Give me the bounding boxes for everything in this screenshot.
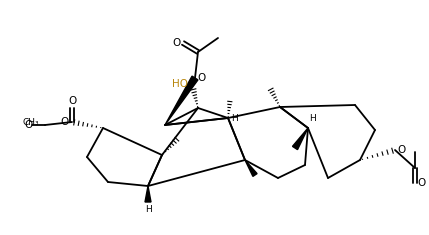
Text: O: O (25, 120, 33, 130)
Text: O: O (68, 96, 76, 106)
Text: O: O (197, 73, 205, 83)
Polygon shape (245, 160, 257, 176)
Polygon shape (293, 128, 308, 150)
Text: H: H (145, 205, 151, 214)
Text: H: H (309, 114, 316, 123)
Polygon shape (165, 76, 198, 125)
Text: O: O (417, 178, 425, 188)
Text: O: O (397, 145, 405, 155)
Text: HO: HO (172, 79, 188, 89)
Text: O: O (173, 38, 181, 48)
Polygon shape (145, 186, 151, 202)
Text: H: H (231, 114, 238, 122)
Text: CH₃: CH₃ (22, 118, 39, 126)
Text: O: O (61, 117, 69, 127)
